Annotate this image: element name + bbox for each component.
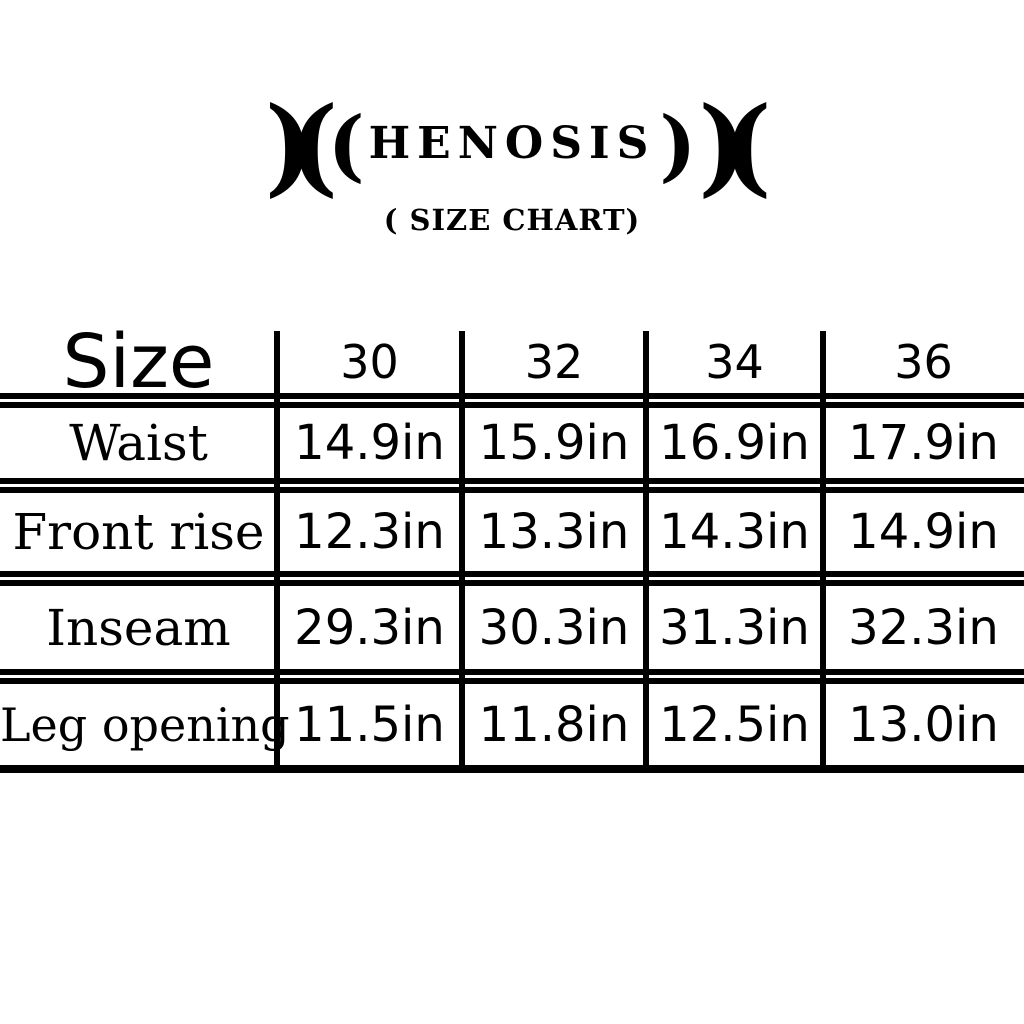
column-header-32: 32 bbox=[524, 335, 584, 389]
size-chart-subtitle: ( SIZE CHART) bbox=[383, 203, 641, 237]
column-header-30: 30 bbox=[340, 335, 399, 389]
table-row-waist: Waist 14.9in 15.9in 16.9in 17.9in bbox=[0, 402, 1024, 484]
leg-opening-size-36: 13.0in bbox=[848, 696, 999, 753]
column-divider bbox=[274, 331, 280, 773]
logo-brand-word: HENOSIS bbox=[368, 118, 656, 169]
row-label-front-rise: Front rise bbox=[12, 503, 265, 561]
table-row-front-rise: Front rise 12.3in 13.3in 14.3in 14.9in bbox=[0, 487, 1024, 577]
size-header-cell: Size bbox=[62, 319, 215, 405]
leg-opening-size-30: 11.5in bbox=[294, 696, 445, 753]
inseam-size-34: 31.3in bbox=[659, 599, 810, 656]
logo-outer-right-crescents-icon: )( bbox=[698, 82, 771, 209]
logo-inner-right-paren-icon: ) bbox=[659, 100, 697, 191]
waist-size-30: 14.9in bbox=[294, 415, 445, 471]
leg-opening-size-32: 11.8in bbox=[478, 696, 630, 753]
inseam-size-30: 29.3in bbox=[294, 599, 445, 656]
column-header-36: 36 bbox=[894, 335, 953, 389]
table-row-inseam: Inseam 29.3in 30.3in 31.3in 32.3in bbox=[0, 580, 1024, 675]
henosis-logo: )( ( HENOSIS ) )( bbox=[0, 92, 1024, 198]
leg-opening-size-34: 12.5in bbox=[659, 696, 810, 753]
column-divider bbox=[643, 331, 649, 773]
logo-outer-left-crescents-icon: )( bbox=[264, 82, 338, 209]
column-header-34: 34 bbox=[705, 335, 764, 389]
row-label-inseam: Inseam bbox=[46, 598, 231, 657]
front-rise-size-30: 12.3in bbox=[294, 504, 445, 560]
size-table: Size 30 32 34 36 Waist 14.9in 15.9in 16.… bbox=[0, 319, 1024, 773]
front-rise-size-34: 14.3in bbox=[659, 504, 810, 560]
waist-size-34: 16.9in bbox=[659, 415, 810, 471]
waist-size-32: 15.9in bbox=[478, 415, 630, 471]
column-divider bbox=[820, 331, 826, 773]
logo-inner-left-paren-icon: ( bbox=[327, 100, 365, 191]
front-rise-size-32: 13.3in bbox=[478, 504, 630, 560]
row-label-waist: Waist bbox=[69, 414, 208, 472]
table-header-row: Size 30 32 34 36 bbox=[0, 319, 1024, 405]
table-row-leg-opening: Leg opening 11.5in 11.8in 12.5in 13.0in bbox=[0, 678, 1024, 773]
inseam-size-32: 30.3in bbox=[478, 599, 630, 656]
column-divider bbox=[459, 331, 465, 773]
inseam-size-36: 32.3in bbox=[848, 599, 999, 656]
brand-header: )( ( HENOSIS ) )( ( SIZE CHART) bbox=[0, 0, 1024, 237]
row-label-leg-opening: Leg opening bbox=[0, 697, 290, 752]
waist-size-36: 17.9in bbox=[848, 415, 999, 471]
front-rise-size-36: 14.9in bbox=[848, 504, 999, 560]
